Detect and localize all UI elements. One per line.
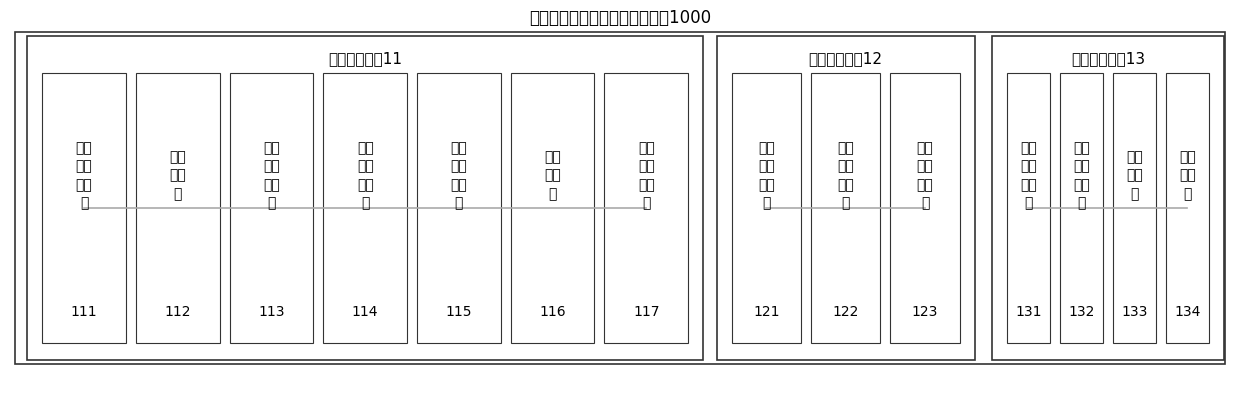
Text: 第一
确定
子单
元: 第一 确定 子单 元 xyxy=(357,141,373,210)
Text: 选取
子单
元: 选取 子单 元 xyxy=(1179,150,1195,201)
Text: 第二
获取
子单
元: 第二 获取 子单 元 xyxy=(758,141,775,210)
Text: 117: 117 xyxy=(634,305,660,319)
Text: 114: 114 xyxy=(352,305,378,319)
Bar xyxy=(42,73,126,343)
Text: 112: 112 xyxy=(165,305,191,319)
Bar xyxy=(136,73,219,343)
Text: 第一
处理
子单
元: 第一 处理 子单 元 xyxy=(263,141,280,210)
Text: 第二处理单元12: 第二处理单元12 xyxy=(808,51,883,66)
Text: 131: 131 xyxy=(1016,305,1042,319)
Text: 113: 113 xyxy=(258,305,285,319)
Text: 预测
子单
元: 预测 子单 元 xyxy=(1126,150,1143,201)
Text: 134: 134 xyxy=(1174,305,1200,319)
Text: 缺血性脑卒中图像区域分割装置1000: 缺血性脑卒中图像区域分割装置1000 xyxy=(529,9,711,27)
Bar xyxy=(324,73,407,343)
Bar xyxy=(890,73,960,343)
Text: 123: 123 xyxy=(911,305,939,319)
Bar xyxy=(717,36,975,360)
Text: 第三处理单元13: 第三处理单元13 xyxy=(1071,51,1145,66)
Text: 第三
处理
子单
元: 第三 处理 子单 元 xyxy=(837,141,854,210)
Bar xyxy=(992,36,1224,360)
Bar xyxy=(732,73,801,343)
Text: 匹配
子单
元: 匹配 子单 元 xyxy=(170,150,186,201)
Text: 第二
确定
子单
元: 第二 确定 子单 元 xyxy=(450,141,467,210)
Text: 第一处理单元11: 第一处理单元11 xyxy=(329,51,402,66)
Bar xyxy=(1114,73,1156,343)
Bar xyxy=(511,73,594,343)
Text: 第四
处理
子单
元: 第四 处理 子单 元 xyxy=(916,141,934,210)
Text: 第五
处理
子单
元: 第五 处理 子单 元 xyxy=(1021,141,1037,210)
Text: 133: 133 xyxy=(1121,305,1148,319)
Text: 116: 116 xyxy=(539,305,565,319)
Text: 第二
处理
子单
元: 第二 处理 子单 元 xyxy=(637,141,655,210)
Text: 111: 111 xyxy=(71,305,98,319)
Bar xyxy=(27,36,703,360)
Bar xyxy=(1060,73,1104,343)
Bar xyxy=(1166,73,1209,343)
Text: 去除
子单
元: 去除 子单 元 xyxy=(544,150,560,201)
Bar xyxy=(811,73,880,343)
Bar xyxy=(1007,73,1050,343)
Bar xyxy=(604,73,688,343)
Text: 132: 132 xyxy=(1068,305,1095,319)
Text: 第六
处理
子单
元: 第六 处理 子单 元 xyxy=(1073,141,1090,210)
Bar xyxy=(417,73,501,343)
Bar xyxy=(15,32,1225,364)
Text: 121: 121 xyxy=(753,305,780,319)
Text: 122: 122 xyxy=(832,305,859,319)
Text: 115: 115 xyxy=(445,305,472,319)
Text: 第一
获取
子单
元: 第一 获取 子单 元 xyxy=(76,141,93,210)
Bar xyxy=(229,73,314,343)
